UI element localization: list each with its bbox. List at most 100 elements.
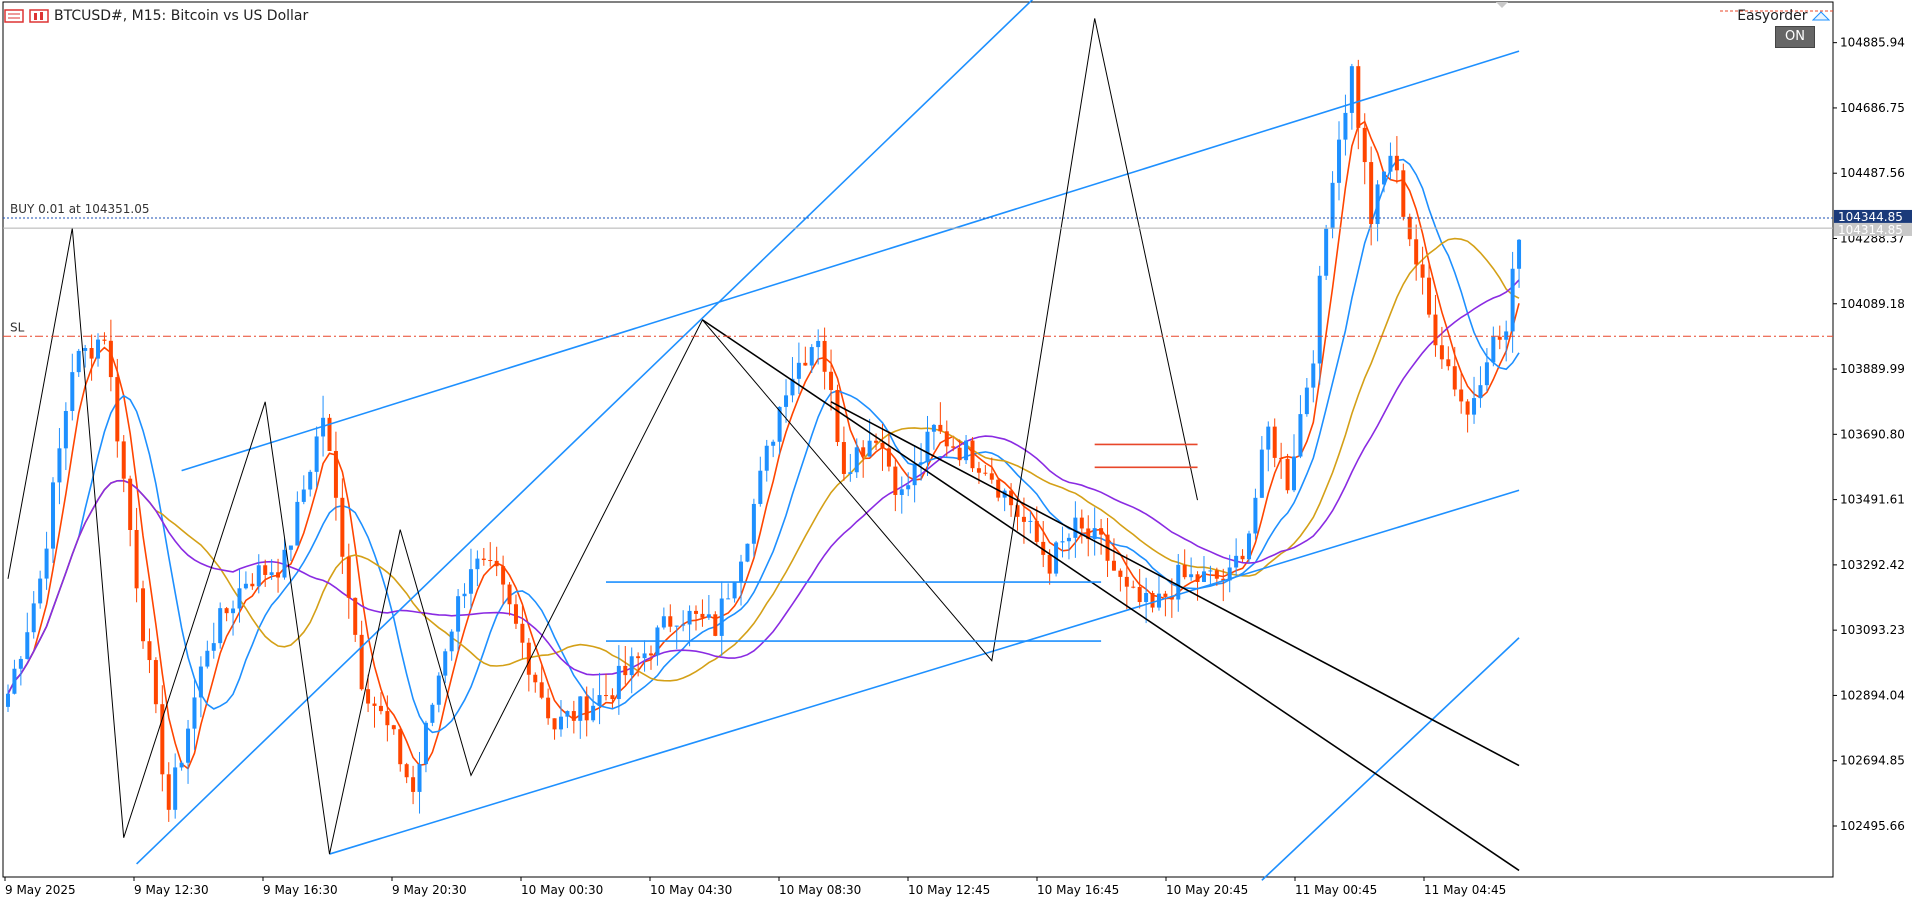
candle-body xyxy=(732,582,737,599)
y-tick-label: 104885.94 xyxy=(1840,36,1905,50)
candle-body xyxy=(841,442,846,474)
x-tick-label: 10 May 08:30 xyxy=(779,883,861,897)
candle-body xyxy=(1015,505,1020,517)
candle-body xyxy=(976,468,981,473)
candle-body xyxy=(867,440,872,457)
ma-line-ma-medium xyxy=(7,158,1520,734)
candle-body xyxy=(649,653,653,656)
candle-body xyxy=(571,711,576,721)
plot-frame xyxy=(2,1,1834,878)
candle-body xyxy=(211,643,216,651)
candle-body xyxy=(610,695,615,700)
candle-body xyxy=(237,588,242,609)
candle-body xyxy=(6,693,10,707)
candle-body xyxy=(1478,385,1483,399)
ea-name: Easyorder xyxy=(1737,8,1808,24)
candle-body xyxy=(1034,520,1039,542)
candle-body xyxy=(964,440,969,461)
candle-body xyxy=(96,339,101,359)
candle-body xyxy=(186,728,191,763)
candle-body xyxy=(423,722,428,765)
candle-body xyxy=(449,631,454,652)
candle-body xyxy=(1176,564,1181,600)
candle-body xyxy=(674,625,679,627)
candle-body xyxy=(83,348,88,351)
candle-body xyxy=(1137,587,1142,603)
candle-body xyxy=(1182,564,1187,578)
candle-body xyxy=(751,503,756,544)
candle-body xyxy=(636,656,641,659)
candle-body xyxy=(385,711,390,726)
candle-body xyxy=(874,440,879,443)
candle-body xyxy=(89,348,94,359)
candle-body xyxy=(391,725,396,730)
candle-body xyxy=(1111,560,1116,571)
candle-body xyxy=(250,583,255,587)
candle-body xyxy=(57,448,62,483)
symbol-caption: BTCUSD#, M15: Bitcoin vs US Dollar xyxy=(54,8,309,24)
y-tick-label: 104089.18 xyxy=(1840,297,1905,311)
y-tick-label: 103889.99 xyxy=(1840,362,1905,376)
trendline-3[interactable] xyxy=(1261,637,1520,881)
candle-body xyxy=(526,642,531,675)
ma-line-ma-fast xyxy=(7,120,1520,770)
scroll-marker[interactable] xyxy=(1496,2,1508,8)
candle-body xyxy=(893,466,898,495)
candle-body xyxy=(456,596,461,632)
trendline-4[interactable] xyxy=(701,319,1520,872)
candle-body xyxy=(1465,401,1470,415)
candle-body xyxy=(488,560,493,562)
candle-body xyxy=(70,372,75,411)
candle-body xyxy=(546,697,551,719)
candle-body xyxy=(1388,155,1393,172)
candle-body xyxy=(359,634,364,690)
candle-body xyxy=(1279,457,1284,459)
candle-body xyxy=(784,395,789,407)
candle-body xyxy=(745,543,750,562)
ea-on-button[interactable]: ON xyxy=(1775,26,1815,48)
candle-body xyxy=(957,447,962,461)
candle-body xyxy=(681,624,686,626)
candle-body xyxy=(944,431,949,447)
candle-body xyxy=(263,565,268,575)
candle-body xyxy=(558,716,563,730)
candle-body xyxy=(513,604,518,624)
candle-body xyxy=(340,497,345,557)
candle-body xyxy=(1446,359,1451,367)
candle-body xyxy=(1414,239,1419,265)
candle-body xyxy=(1047,554,1052,574)
candle-body xyxy=(31,603,36,633)
candle-body xyxy=(366,689,371,704)
candle-body xyxy=(1092,528,1097,540)
candle-body xyxy=(1382,171,1387,185)
trendline-1[interactable] xyxy=(329,489,1520,855)
moving-averages xyxy=(7,120,1520,770)
candle-body xyxy=(1452,366,1457,390)
x-tick-label: 10 May 04:30 xyxy=(650,883,732,897)
x-tick-label: 9 May 2025 xyxy=(5,883,76,897)
ea-name-label: Easyorder xyxy=(1737,8,1831,24)
x-tick-label: 9 May 12:30 xyxy=(134,883,209,897)
trendline-0[interactable] xyxy=(181,50,1520,472)
candle-body xyxy=(520,623,525,643)
candle-body xyxy=(1497,336,1502,340)
candle-body xyxy=(861,447,866,457)
candle-body xyxy=(276,572,281,578)
trendline-2[interactable] xyxy=(136,0,1037,865)
candle-body xyxy=(462,593,467,597)
candle-body xyxy=(970,440,975,469)
chart-menu-icon[interactable] xyxy=(4,9,24,23)
bid-badge-text: 104344.85 xyxy=(1838,210,1903,224)
candle-body xyxy=(1150,593,1155,608)
candle-body xyxy=(796,362,801,379)
candle-body xyxy=(1246,533,1251,560)
candle-body xyxy=(1459,389,1464,402)
trendline-5[interactable] xyxy=(830,401,1520,767)
candle-body xyxy=(192,697,197,729)
candle-body xyxy=(931,424,936,432)
trendlines[interactable] xyxy=(136,0,1520,881)
y-tick-label: 104686.75 xyxy=(1840,101,1905,115)
candle-body xyxy=(1285,458,1290,491)
candle-body xyxy=(282,549,287,578)
